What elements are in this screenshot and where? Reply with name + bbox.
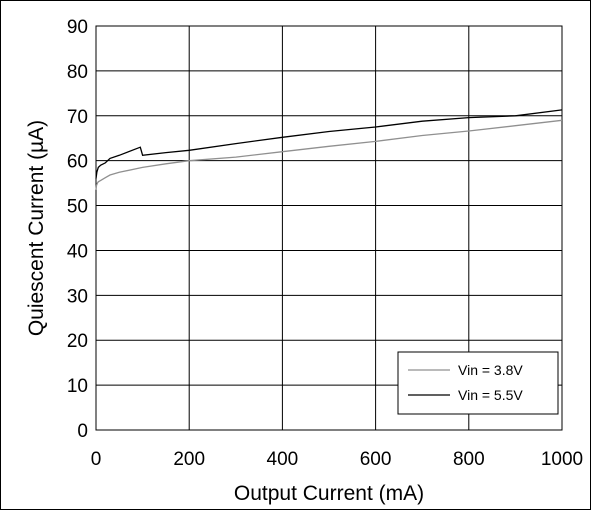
x-tick-label: 800 xyxy=(453,449,485,470)
y-tick-label: 20 xyxy=(67,331,88,352)
series-line-1 xyxy=(95,109,563,179)
series-lines xyxy=(95,109,563,190)
x-tick-label: 200 xyxy=(173,449,205,470)
x-axis-label: Output Current (mA) xyxy=(234,482,424,505)
y-tick-label: 60 xyxy=(67,152,88,173)
x-tick-label: 600 xyxy=(360,449,392,470)
legend: Vin = 3.8V Vin = 5.5V xyxy=(397,351,559,415)
x-tick-label: 0 xyxy=(91,449,102,470)
legend-entry-vin-3-8v: Vin = 3.8V xyxy=(458,362,523,378)
y-tick-label: 50 xyxy=(67,197,88,218)
y-tick-label: 80 xyxy=(67,62,88,83)
y-tick-label: 0 xyxy=(77,421,88,442)
y-tick-label: 10 xyxy=(67,376,88,397)
legend-box xyxy=(397,351,559,415)
y-tick-label: 90 xyxy=(67,17,88,38)
series-line-0 xyxy=(95,119,563,190)
y-axis-label: Quiescent Current (µA) xyxy=(25,120,48,336)
plot-area xyxy=(95,25,563,431)
x-tick-labels: 0 200 400 600 800 1000 xyxy=(91,449,583,470)
x-tick-label: 400 xyxy=(267,449,299,470)
y-tick-label: 30 xyxy=(67,286,88,307)
y-tick-labels: 0 10 20 30 40 50 60 70 80 90 xyxy=(67,17,88,442)
legend-entry-vin-5-5v: Vin = 5.5V xyxy=(458,387,523,403)
y-tick-label: 40 xyxy=(67,241,88,262)
x-tick-label: 1000 xyxy=(541,449,583,470)
y-tick-label: 70 xyxy=(67,107,88,128)
